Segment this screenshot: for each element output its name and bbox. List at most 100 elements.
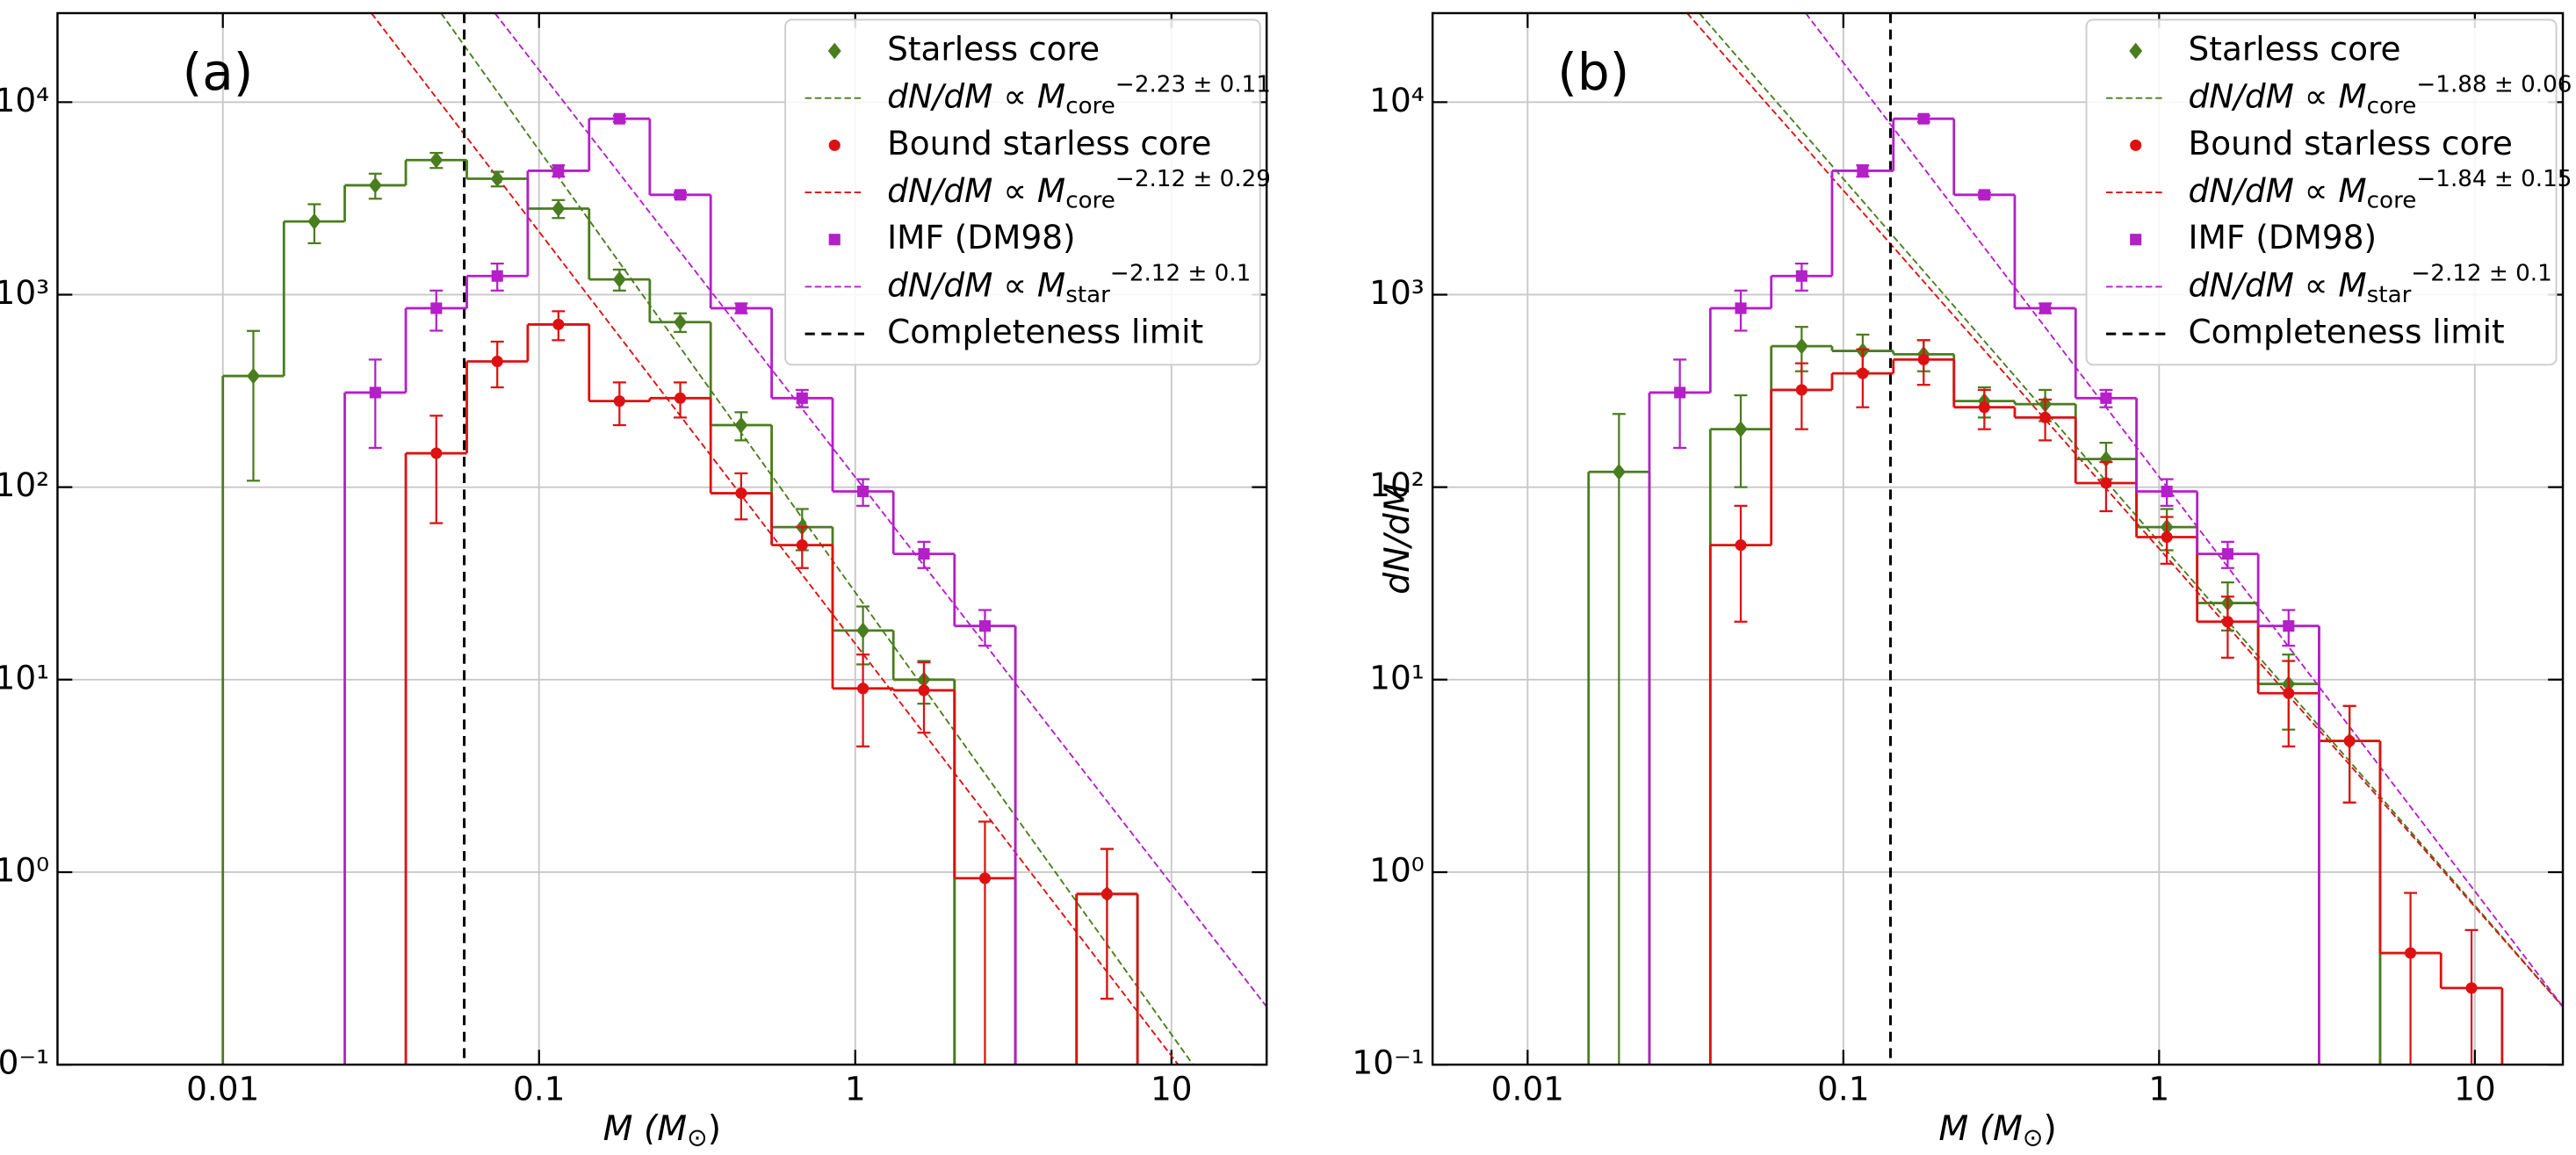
legend-label: Completeness limit: [2189, 313, 2505, 351]
data-point: [857, 682, 869, 695]
y-axis-label: dN/dM: [1378, 483, 1418, 594]
legend-label-text: dN/dM ∝ M: [2189, 171, 2367, 210]
data-point: [2100, 392, 2112, 404]
data-point: [613, 112, 625, 125]
data-point: [368, 177, 382, 194]
fit-line: [440, 12, 1194, 1065]
data-point: [1978, 401, 1990, 414]
legend-label-sup: −2.12 ± 0.29: [1115, 166, 1271, 192]
data-point: [918, 548, 930, 560]
data-point: [1735, 302, 1747, 314]
panel-label: (a): [183, 42, 254, 102]
data-point: [1612, 463, 1626, 480]
x-tick-label: 1: [2148, 1070, 2169, 1108]
data-point: [2039, 302, 2052, 314]
fit-line: [1805, 12, 2564, 1007]
data-point: [1794, 337, 1808, 355]
x-axis-label-sub: ⊙: [2023, 1123, 2044, 1151]
data-point: [674, 314, 687, 331]
data-point: [491, 270, 503, 282]
x-axis-label-sub: ⊙: [687, 1123, 708, 1151]
legend-label-sup: −1.88 ± 0.06: [2416, 71, 2572, 97]
data-point: [1917, 112, 1930, 125]
y-tick-label: 10¹: [1369, 658, 1425, 697]
legend-marker: [828, 139, 841, 151]
legend-label-sup: −2.12 ± 0.1: [2411, 260, 2551, 286]
y-tick-label: 10⁰: [0, 850, 49, 889]
legend-label: dN/dM ∝ Mstar−2.12 ± 0.1: [887, 260, 1251, 307]
data-point: [613, 395, 625, 408]
x-axis-label-text: M (M: [1938, 1108, 2023, 1148]
data-point: [1795, 384, 1808, 396]
data-point: [2405, 947, 2417, 959]
data-point: [1674, 386, 1686, 399]
y-tick-label: 10⁻¹: [1352, 1043, 1424, 1082]
legend-label-text: dN/dM ∝ M: [887, 265, 1065, 304]
data-point: [978, 872, 992, 884]
data-point: [490, 170, 504, 187]
y-tick-label: 10²: [0, 466, 49, 504]
y-tick-label: 10³: [1369, 273, 1425, 312]
data-point: [674, 189, 687, 201]
legend-label: IMF (DM98): [887, 218, 1076, 256]
x-axis-label: M (M⊙): [1938, 1108, 2056, 1151]
data-point: [1917, 353, 1930, 365]
legend-label-sup: −2.12 ± 0.1: [1110, 260, 1251, 286]
data-point: [247, 367, 260, 385]
data-point: [1100, 888, 1113, 900]
data-point: [552, 164, 565, 177]
legend-label: dN/dM ∝ Mcore−1.84 ± 0.15: [2189, 166, 2572, 213]
data-point: [552, 200, 566, 217]
data-point: [429, 151, 444, 169]
data-point: [552, 318, 565, 330]
legend-label: Starless core: [887, 29, 1100, 68]
data-point: [2221, 548, 2233, 560]
y-tick-label: 10⁴: [0, 81, 49, 119]
data-point: [2161, 485, 2173, 498]
data-point: [857, 485, 869, 498]
x-tick-label: 0.1: [513, 1070, 566, 1108]
panel: 0.01 0.1 1 10 10⁻¹ 10⁰ 10¹ 10² 10³ 10⁴ (a) M (M⊙) dN…: [0, 11, 1271, 1151]
data-point: [734, 416, 748, 434]
x-axis-label-end: ): [708, 1108, 721, 1148]
legend-label: dN/dM ∝ Mstar−2.12 ± 0.1: [2189, 260, 2552, 307]
data-point: [674, 392, 687, 404]
axes-frame: [1431, 11, 2565, 1066]
panel-label: (b): [1557, 42, 1629, 102]
legend-label: dN/dM ∝ Mcore−1.88 ± 0.06: [2189, 71, 2572, 119]
data-point: [735, 487, 747, 500]
data-point: [796, 539, 808, 552]
x-tick-label: 10: [2454, 1070, 2496, 1108]
y-tick-label: 10²: [1369, 466, 1425, 504]
legend-label: dN/dM ∝ Mcore−2.23 ± 0.11: [887, 71, 1271, 119]
data-point: [978, 620, 992, 632]
data-point: [1857, 367, 1869, 379]
x-tick-label: 1: [845, 1070, 866, 1108]
legend-label-sub: core: [1065, 93, 1115, 119]
data-point: [369, 386, 381, 399]
x-tick-label: 0.01: [186, 1070, 259, 1108]
data-point: [612, 271, 626, 288]
legend-label-sub: star: [1065, 281, 1110, 307]
x-axis-label-text: M (M: [603, 1108, 688, 1148]
data-point: [856, 622, 870, 639]
plot-area: [1587, 12, 2564, 1065]
data-point: [430, 302, 443, 314]
panel: 0.01 0.1 1 10 10⁻¹ 10⁰ 10¹ 10² 10³ 10⁴ (b) M (M⊙) dN…: [1352, 11, 2572, 1151]
y-tick-label: 10¹: [0, 658, 49, 697]
data-point: [1734, 421, 1748, 438]
legend-label: Bound starless core: [2189, 124, 2513, 162]
legend-box: [784, 18, 1261, 366]
data-point: [796, 392, 808, 404]
x-tick-label: 0.01: [1491, 1070, 1564, 1108]
legend-label-sub: core: [2367, 187, 2417, 213]
x-tick-label: 10: [1151, 1070, 1193, 1108]
data-point: [2283, 620, 2295, 632]
legend-label: IMF (DM98): [2189, 218, 2378, 256]
data-point: [2039, 411, 2052, 423]
legend-label-text: dN/dM ∝ M: [2189, 76, 2367, 115]
legend-label-sub: core: [2367, 93, 2417, 119]
data-point: [2283, 687, 2295, 699]
legend-label: Completeness limit: [887, 313, 1203, 351]
legend-label-sub: star: [2367, 281, 2412, 307]
